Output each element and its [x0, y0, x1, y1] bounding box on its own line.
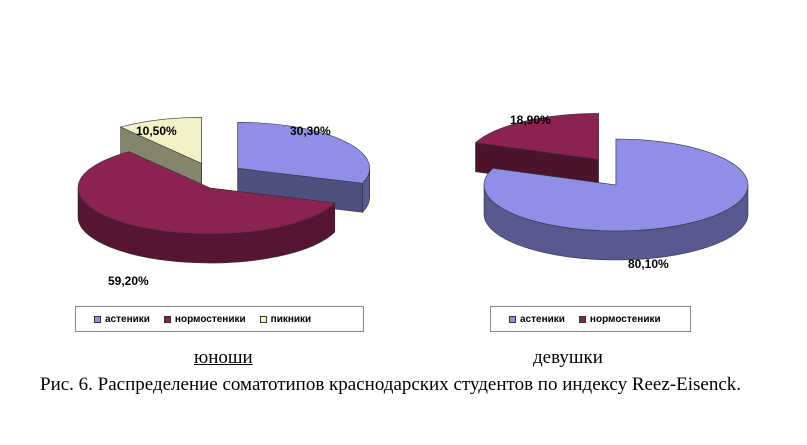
legend-label-normosthenics: нормостеники — [589, 313, 661, 325]
legend-item-normosthenics: нормостеники — [163, 313, 246, 325]
legend-swatch-picnics — [259, 315, 267, 323]
pie-charts: 30,30% 59,20% 10,50% 80,10% 18,90% — [77, 113, 749, 288]
figure-caption: Рис. 6. Распределение соматотипов красно… — [40, 374, 742, 395]
pie-label-normosthenics: 59,20% — [108, 274, 149, 288]
pie-slice-normosthenics — [77, 151, 336, 235]
legend-item-asthenics: астеники — [509, 314, 565, 325]
group-label-girls: девушки — [533, 347, 603, 368]
legend-swatch-asthenics — [509, 315, 516, 323]
legend-swatch-normosthenics — [163, 315, 171, 323]
pie-slice-picnics — [119, 117, 202, 164]
legend-label-asthenics: астеники — [105, 313, 150, 325]
legend-swatch-asthenics — [94, 315, 101, 323]
legend-label-asthenics: астеники — [520, 313, 565, 325]
legend-item-picnics: пикники — [259, 313, 312, 325]
legend-girls: астеники нормостеники — [490, 306, 691, 332]
pie-slice-normosthenics — [474, 113, 599, 160]
legend-swatch-normosthenics — [578, 315, 586, 323]
pie-label-picnics: 10,50% — [136, 124, 177, 138]
pie-chart-boys: 30,30% 59,20% 10,50% — [77, 117, 370, 288]
legend-label-normosthenics: нормостеники — [174, 313, 246, 325]
legend-boys: астеники нормостеники пикники — [75, 306, 364, 332]
legend-label-picnics: пикники — [270, 313, 312, 325]
pie-slice-asthenics — [483, 138, 749, 232]
pie-slice-asthenics — [237, 121, 370, 184]
group-label-boys: юноши — [194, 347, 253, 368]
pie-label-asthenics: 80,10% — [628, 257, 669, 271]
legend-item-asthenics: астеники — [94, 314, 150, 325]
pie-label-asthenics: 30,30% — [290, 124, 331, 138]
pie-label-normosthenics: 18,90% — [510, 113, 551, 127]
legend-item-normosthenics: нормостеники — [578, 313, 661, 325]
pie-chart-girls: 80,10% 18,90% — [474, 113, 749, 271]
